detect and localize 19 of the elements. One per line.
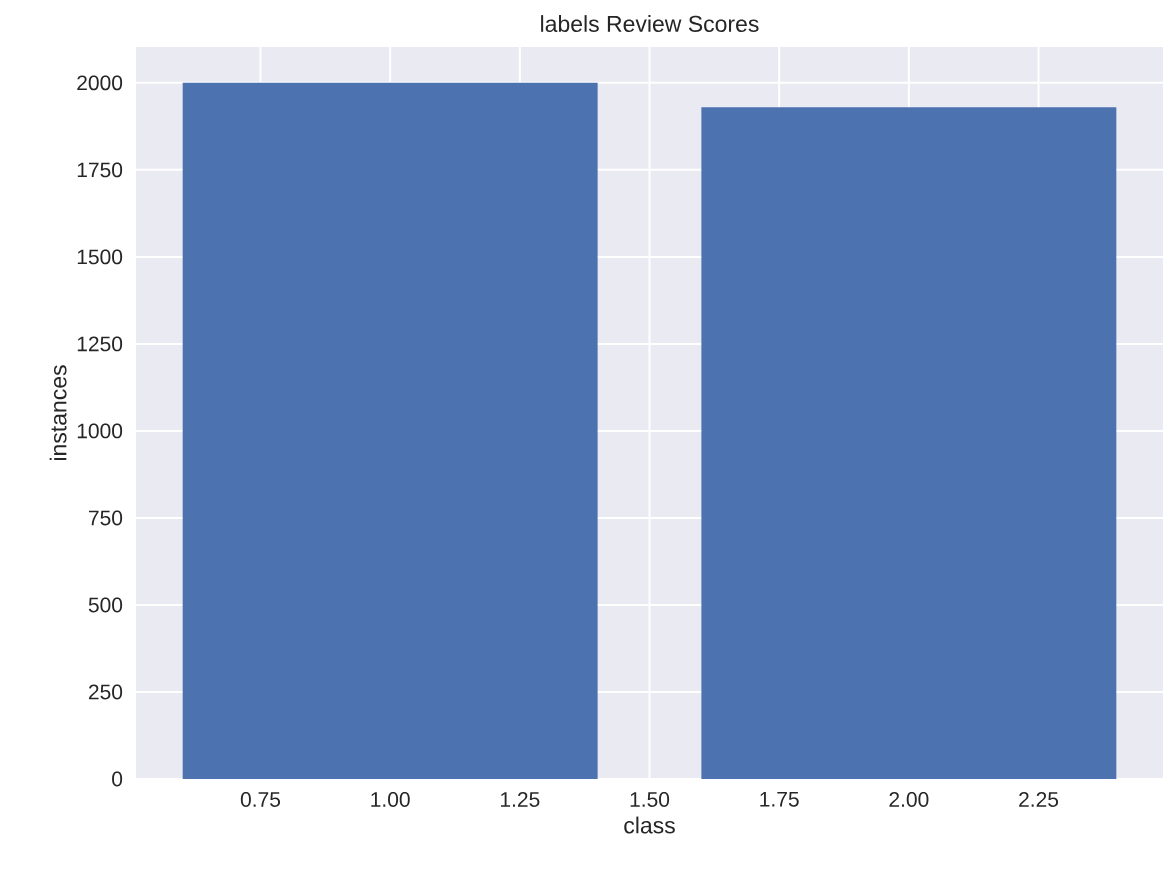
x-tick-label: 1.25 xyxy=(500,792,540,807)
y-tick-label: 750 xyxy=(88,510,123,526)
x-tick-label: 1.75 xyxy=(760,792,799,807)
x-tick-label: 1.50 xyxy=(630,792,670,807)
y-tick-label: 1000 xyxy=(77,423,123,439)
y-tick-label: 250 xyxy=(88,684,123,700)
y-tick-label: 2000 xyxy=(77,75,123,91)
chart-title: labels Review Scores xyxy=(541,15,759,32)
x-tick-label: 2.25 xyxy=(1019,792,1059,807)
x-tick-label: 0.75 xyxy=(240,792,281,807)
x-tick-label: 1.00 xyxy=(371,792,410,807)
x-tick-label: 2.00 xyxy=(889,792,929,807)
y-axis-title: instances xyxy=(49,365,67,461)
y-tick-label: 0 xyxy=(112,771,123,787)
x-axis-title: class xyxy=(624,816,675,834)
y-tick-label: 1500 xyxy=(77,249,123,265)
y-tick-label: 500 xyxy=(88,597,123,613)
y-tick-label: 1250 xyxy=(77,336,123,352)
y-tick-label: 1750 xyxy=(77,162,123,178)
